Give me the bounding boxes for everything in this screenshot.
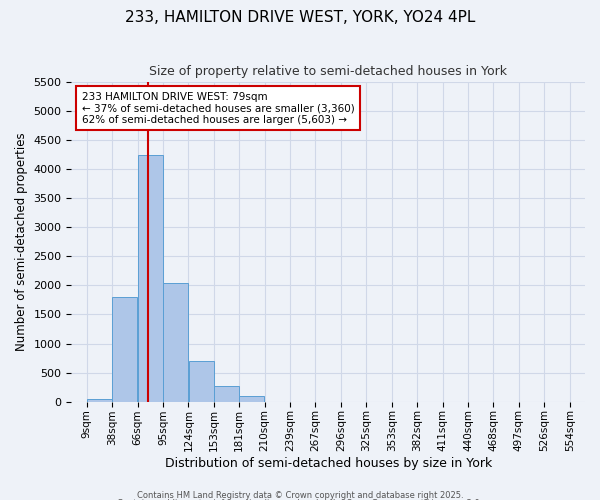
X-axis label: Distribution of semi-detached houses by size in York: Distribution of semi-detached houses by … <box>164 457 492 470</box>
Text: 233, HAMILTON DRIVE WEST, YORK, YO24 4PL: 233, HAMILTON DRIVE WEST, YORK, YO24 4PL <box>125 10 475 25</box>
Bar <box>87 399 112 402</box>
Y-axis label: Number of semi-detached properties: Number of semi-detached properties <box>15 132 28 351</box>
Bar <box>138 154 163 402</box>
Bar <box>188 361 214 402</box>
Text: Contains HM Land Registry data © Crown copyright and database right 2025.: Contains HM Land Registry data © Crown c… <box>137 490 463 500</box>
Text: 233 HAMILTON DRIVE WEST: 79sqm
← 37% of semi-detached houses are smaller (3,360): 233 HAMILTON DRIVE WEST: 79sqm ← 37% of … <box>82 92 355 124</box>
Bar <box>112 297 137 402</box>
Title: Size of property relative to semi-detached houses in York: Size of property relative to semi-detach… <box>149 65 507 78</box>
Bar <box>239 396 265 402</box>
Bar <box>163 282 188 402</box>
Bar <box>214 386 239 402</box>
Text: Contains public sector information licensed under the Open Government Licence v3: Contains public sector information licen… <box>118 499 482 500</box>
